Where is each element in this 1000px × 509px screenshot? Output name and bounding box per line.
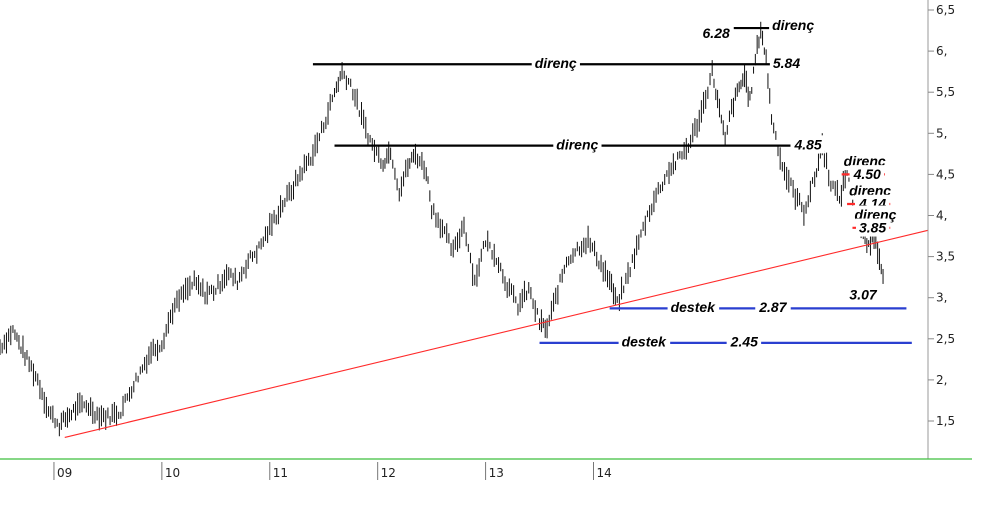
plot-area xyxy=(0,21,884,437)
level-label-2.87: destek xyxy=(671,299,717,315)
level-label-4.85: direnç xyxy=(556,136,598,152)
level-value-6.28: 6.28 xyxy=(703,25,730,41)
x-tick-label: 09 xyxy=(57,466,72,480)
y-tick-label: 6, xyxy=(936,44,947,58)
low-value-label: 3.07 xyxy=(849,287,877,303)
level-value-2.45: 2.45 xyxy=(730,334,758,350)
y-tick-label: 2, xyxy=(936,373,947,387)
x-tick-label: 10 xyxy=(165,466,180,480)
y-tick-label: 1,5 xyxy=(936,414,955,428)
level-label-6.28-bg xyxy=(769,15,818,34)
x-tick-label: 13 xyxy=(489,466,504,480)
level-value-3.85: 3.85 xyxy=(859,220,886,236)
level-value-4.50: 4.50 xyxy=(853,166,881,182)
level-label-4.85-bg xyxy=(553,135,602,154)
level-value-4.85: 4.85 xyxy=(793,136,821,152)
axes-group: 1,5 2, 2,5 3, 3,5 4, 4,5 5, 5,5 6, 6,5 09 10 11 12 13 14 xyxy=(0,0,972,480)
level-value-3.85-bg xyxy=(855,218,890,237)
level-value-2.87: 2.87 xyxy=(758,299,787,315)
y-tick-label: 4,5 xyxy=(936,167,955,181)
level-label-5.84: direnç xyxy=(535,55,577,71)
y-tick-label: 6,5 xyxy=(936,3,955,17)
level-value-4.50-bg xyxy=(849,165,885,184)
y-tick-label: 5, xyxy=(936,126,947,140)
x-tick-label: 11 xyxy=(273,466,288,480)
trendline xyxy=(64,229,929,438)
level-label-2.45: destek xyxy=(622,334,668,350)
support-trendline xyxy=(64,229,929,438)
y-tick-label: 4, xyxy=(936,209,947,223)
y-tick-label: 5,5 xyxy=(936,85,955,99)
x-tick-label: 12 xyxy=(381,466,396,480)
level-label-2.45-bg xyxy=(618,332,671,351)
level-label-6.28: direnç xyxy=(772,17,814,33)
level-value-4.85-bg xyxy=(790,135,825,154)
level-value-5.84: 5.84 xyxy=(773,55,800,71)
level-value-6.28-bg xyxy=(699,23,733,42)
y-tick-label: 3, xyxy=(936,291,947,305)
y-tick-label: 3,5 xyxy=(936,250,955,264)
y-tick-label: 2,5 xyxy=(936,332,955,346)
x-tick-label: 14 xyxy=(596,466,611,480)
level-value-2.45-bg xyxy=(726,332,762,351)
level-value-2.87-bg xyxy=(755,298,791,317)
level-value-5.84-bg xyxy=(769,53,804,72)
level-label-2.87-bg xyxy=(667,298,720,317)
level-label-5.84-bg xyxy=(531,53,580,72)
